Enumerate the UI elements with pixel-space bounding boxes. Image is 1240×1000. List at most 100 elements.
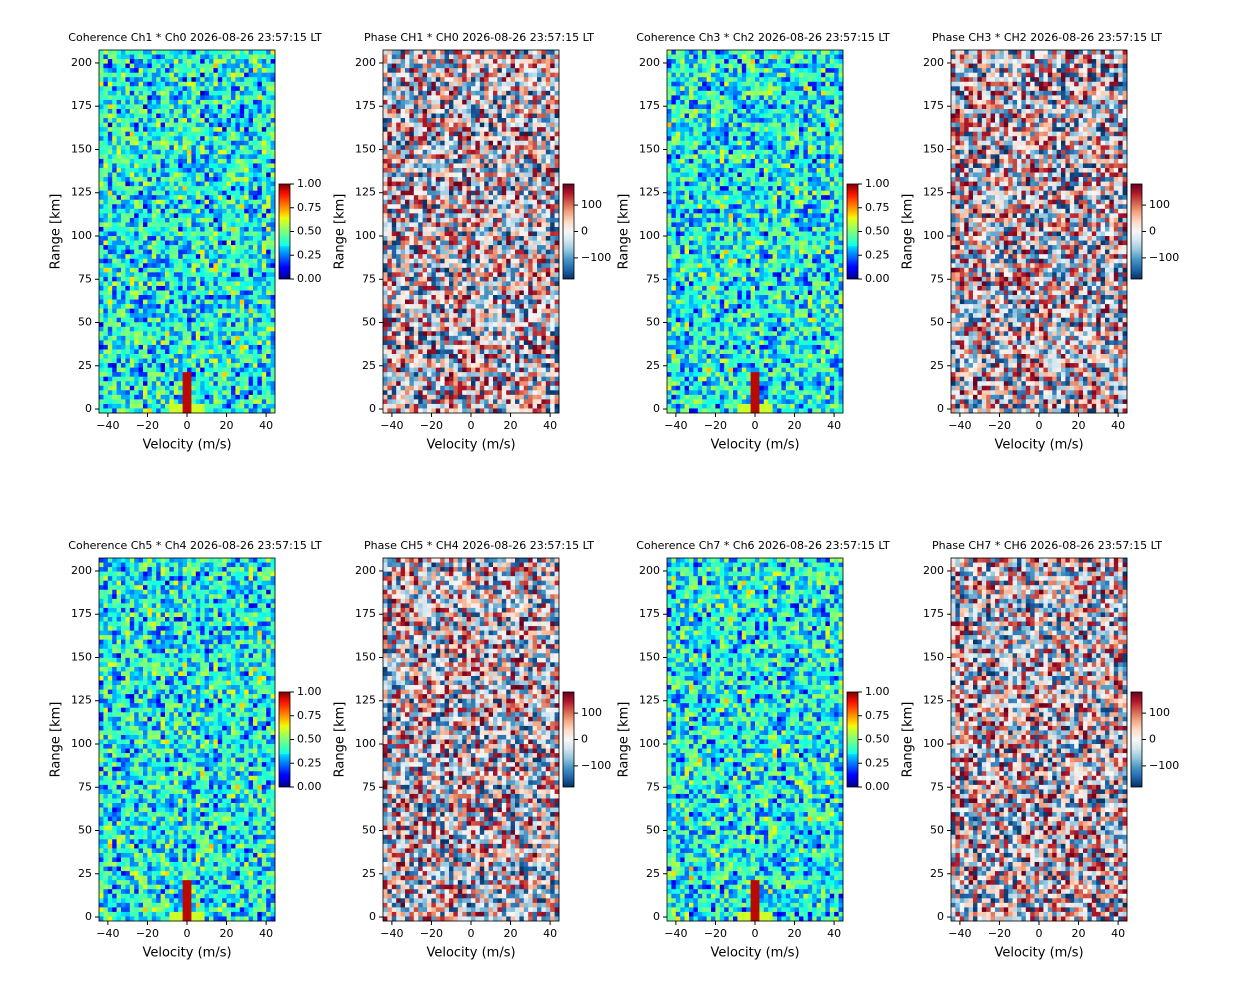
heatmap-cell [161,309,166,314]
heatmap-cell [165,390,170,395]
heatmap-cell [156,349,161,354]
heatmap-cell [453,123,458,128]
heatmap-cell [449,154,454,159]
heatmap-cell [205,204,210,209]
heatmap-cell [519,173,524,178]
heatmap-cell [213,218,218,223]
heatmap-cell [262,195,267,200]
heatmap-cell [178,304,183,309]
heatmap-cell [174,377,179,382]
heatmap-cell [235,345,240,350]
heatmap-cell [253,354,258,359]
heatmap-cell [134,336,139,341]
heatmap-cell [266,191,271,196]
heatmap-cell [257,245,262,250]
heatmap-cell [121,159,126,164]
heatmap-cell [440,154,445,159]
heatmap-cell [493,177,498,182]
heatmap-cell [231,204,236,209]
heatmap-cell [161,104,166,109]
heatmap-cell [205,272,210,277]
heatmap-cell [130,186,135,191]
heatmap-cell [480,91,485,96]
heatmap-cell [266,150,271,155]
heatmap-cell [125,200,130,205]
heatmap-cell [502,68,507,73]
heatmap-cell [231,232,236,237]
heatmap-cell [262,386,267,391]
heatmap-cell [125,368,130,373]
heatmap-cell [467,132,472,137]
heatmap-cell [405,195,410,200]
heatmap-cell [244,114,249,119]
heatmap-cell [134,272,139,277]
heatmap-cell [231,141,236,146]
heatmap-cell [169,123,174,128]
heatmap-cell [187,363,192,368]
heatmap-cell [205,236,210,241]
heatmap-cell [147,159,152,164]
heatmap-cell [196,123,201,128]
heatmap-cell [117,227,122,232]
heatmap-cell [218,59,223,64]
heatmap-cell [414,150,419,155]
heatmap-cell [147,154,152,159]
heatmap-cell [161,232,166,237]
heatmap-cell [387,245,392,250]
heatmap-cell [484,168,489,173]
heatmap-cell [401,154,406,159]
heatmap-cell [445,50,450,55]
heatmap-cell [266,64,271,69]
heatmap-cell [484,182,489,187]
heatmap-cell [213,145,218,150]
heatmap-cell [152,295,157,300]
heatmap-cell [147,82,152,87]
heatmap-cell [449,191,454,196]
heatmap-cell [392,100,397,105]
heatmap-cell [156,381,161,386]
heatmap-cell [134,399,139,404]
heatmap-cell [187,318,192,323]
heatmap-cell [497,109,502,114]
heatmap-cell [200,404,205,409]
heatmap-cell [134,186,139,191]
heatmap-cell [156,263,161,268]
heatmap-cell [249,331,254,336]
heatmap-cell [121,354,126,359]
heatmap-cell [152,109,157,114]
heatmap-cell [152,186,157,191]
heatmap-cell [108,245,113,250]
heatmap-cell [130,104,135,109]
heatmap-cell [152,132,157,137]
heatmap-cell [249,290,254,295]
heatmap-cell [244,399,249,404]
heatmap-cell [187,82,192,87]
heatmap-cell [401,173,406,178]
heatmap-cell [266,268,271,273]
heatmap-cell [502,132,507,137]
heatmap-cell [178,177,183,182]
heatmap-cell [174,154,179,159]
heatmap-cell [139,86,144,91]
heatmap-cell [169,59,174,64]
heatmap-cell [235,286,240,291]
heatmap-cell [227,77,232,82]
heatmap-cell [161,227,166,232]
heatmap-cell [453,141,458,146]
heatmap-cell [174,209,179,214]
heatmap-cell [257,195,262,200]
heatmap-cell [262,127,267,132]
heatmap [99,50,275,413]
heatmap-cell [257,191,262,196]
heatmap-cell [112,390,117,395]
heatmap-cell [99,127,104,132]
heatmap-cell [200,236,205,241]
heatmap-cell [178,182,183,187]
heatmap-cell [200,331,205,336]
heatmap-cell [169,118,174,123]
heatmap-cell [493,59,498,64]
heatmap-cell [396,209,401,214]
heatmap-cell [266,204,271,209]
heatmap-cell [169,318,174,323]
heatmap-cell [191,390,196,395]
